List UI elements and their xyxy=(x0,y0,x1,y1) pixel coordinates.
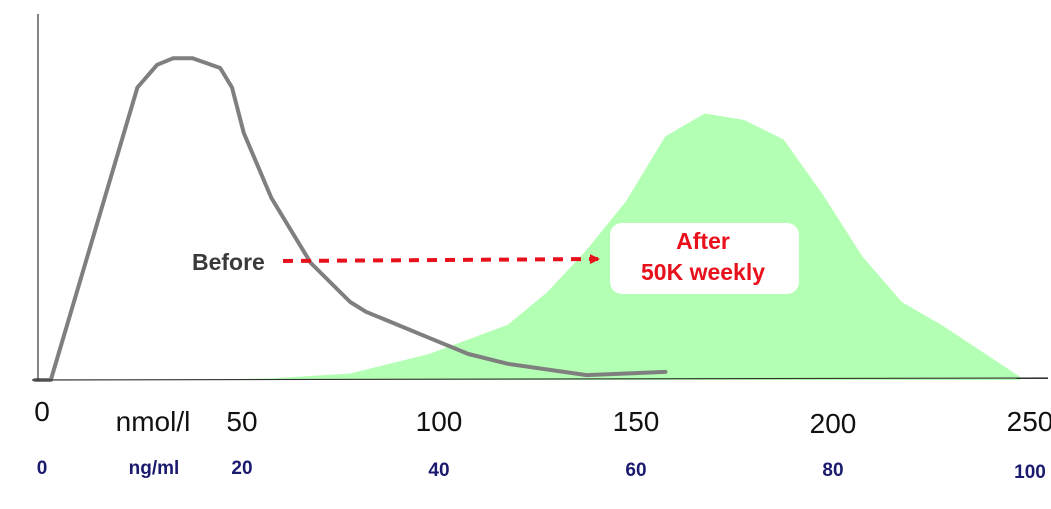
after-label-line2: 50K weekly xyxy=(641,259,765,285)
before-arrow xyxy=(282,254,600,265)
x-tick-ngml-80: 80 xyxy=(822,460,843,481)
x-tick-ngml-40: 40 xyxy=(428,460,449,481)
x-ticks-primary: 0 50 100 150 200 250 xyxy=(34,396,1051,439)
after-label-line1: After xyxy=(676,228,730,254)
x-ticks-secondary: 0 20 40 60 80 100 xyxy=(37,458,1046,483)
x-tick-ngml-20: 20 xyxy=(231,458,252,479)
x-tick-nmol-200: 200 xyxy=(810,408,857,439)
before-label: Before xyxy=(192,249,265,275)
x-tick-ngml-0: 0 xyxy=(37,458,48,479)
x-axis xyxy=(31,377,1049,381)
x-tick-nmol-50: 50 xyxy=(226,406,257,437)
x-tick-ngml-100: 100 xyxy=(1014,462,1046,483)
x-tick-ngml-60: 60 xyxy=(625,460,646,481)
x-tick-nmol-100: 100 xyxy=(416,406,463,437)
before-line xyxy=(33,56,668,382)
after-area xyxy=(153,113,1020,380)
x-unit-secondary: ng/ml xyxy=(129,458,180,479)
x-tick-nmol-250: 250 xyxy=(1007,406,1051,437)
after-label-box xyxy=(610,223,799,294)
x-tick-nmol-0: 0 xyxy=(34,396,50,427)
x-unit-primary: nmol/l xyxy=(116,406,191,437)
x-tick-nmol-150: 150 xyxy=(613,406,660,437)
